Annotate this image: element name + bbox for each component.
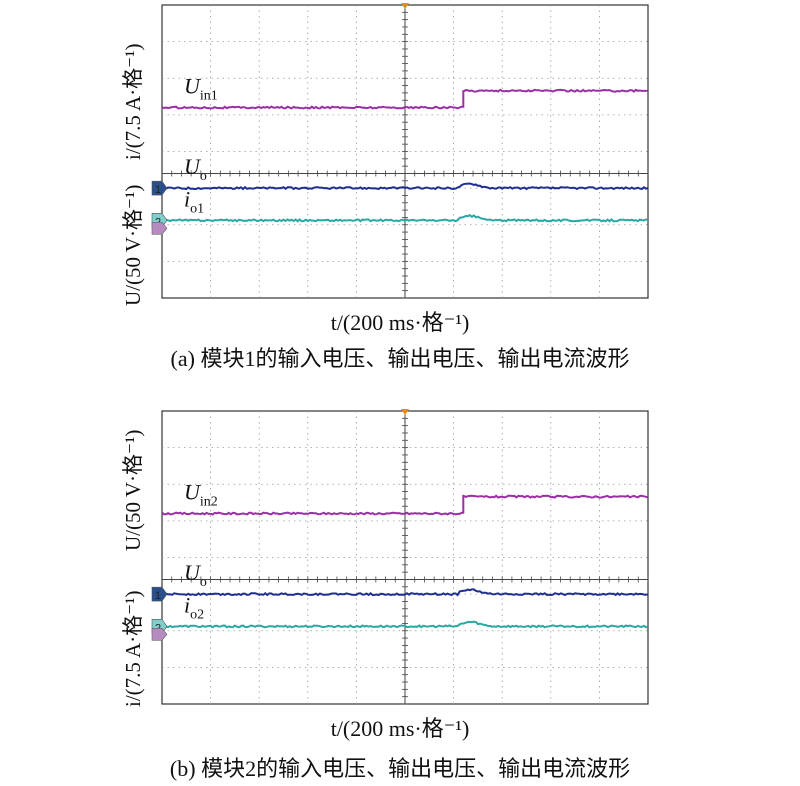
- y-axis-label-upper: U/(50 V·格⁻¹): [121, 429, 145, 551]
- figure-caption: (b) 模块2的输入电压、输出电压、输出电流波形: [169, 756, 631, 781]
- channel-marker-1: [151, 586, 168, 602]
- scope-panel-a: Uin1Uo1io12 i/(7.5 A·格⁻¹) U/(50 V·格⁻¹) t…: [121, 3, 649, 371]
- y-axis-label-lower: U/(50 V·格⁻¹): [121, 184, 145, 306]
- x-axis-label: t/(200 ms·格⁻¹): [330, 716, 470, 741]
- series-trace-o: [161, 588, 648, 597]
- y-axis-label-lower: i/(7.5 A·格⁻¹): [121, 590, 145, 707]
- y-axis-label-upper: i/(7.5 A·格⁻¹): [121, 43, 145, 160]
- reference-marker: [151, 222, 168, 235]
- x-axis-label: t/(200 ms·格⁻¹): [330, 310, 470, 335]
- series-trace-in2: [161, 494, 649, 516]
- figure-caption: (a) 模块1的输入电压、输出电压、输出电流波形: [170, 346, 630, 371]
- series-trace-o2: [161, 620, 649, 629]
- reference-marker: [151, 628, 168, 641]
- trigger-marker: [401, 409, 409, 415]
- scope-screen-b: Uin2Uo1io22: [151, 409, 649, 705]
- channel-marker-1: [151, 180, 168, 196]
- trigger-marker: [401, 3, 409, 9]
- channel-marker-label: 1: [155, 590, 161, 602]
- series-trace-in1: [161, 88, 649, 110]
- series-trace-o1: [161, 213, 649, 223]
- channel-marker-label: 1: [155, 184, 161, 196]
- series-trace-o: [161, 182, 649, 191]
- scope-screen-a: Uin1Uo1io12: [151, 3, 649, 299]
- scope-panel-b: Uin2Uo1io22 U/(50 V·格⁻¹) i/(7.5 A·格⁻¹) t…: [0, 393, 800, 786]
